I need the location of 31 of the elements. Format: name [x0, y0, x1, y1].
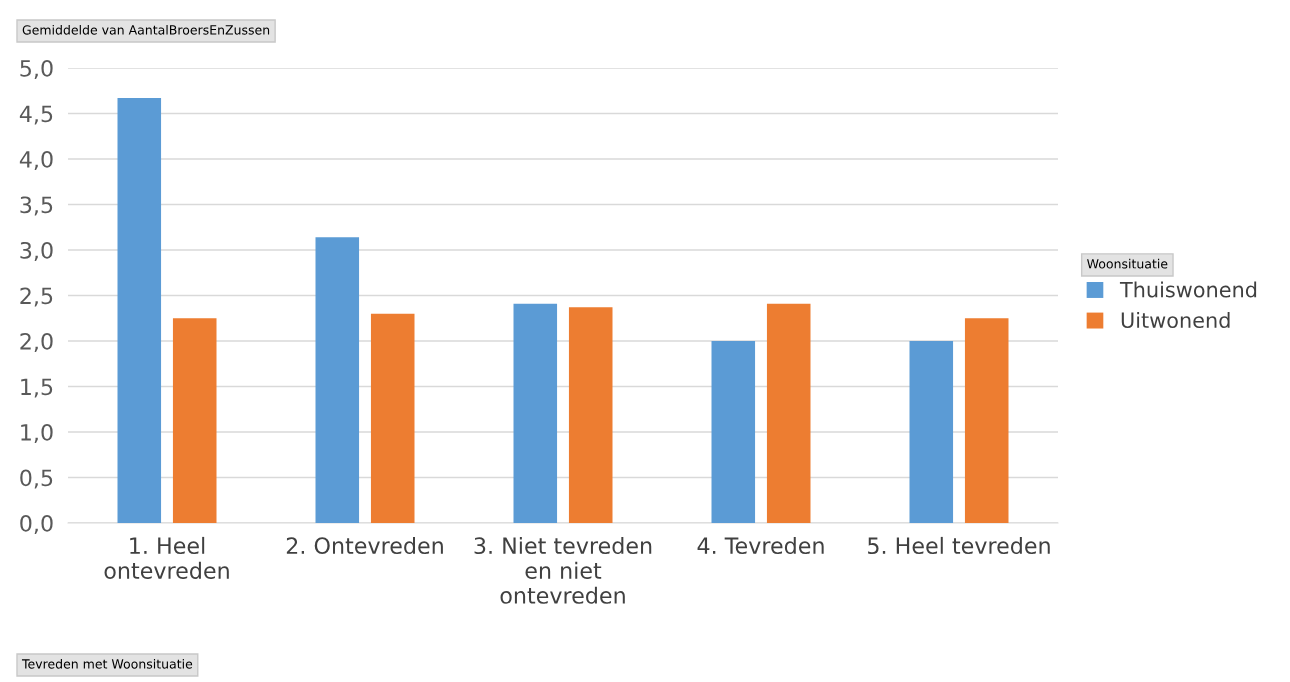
bar: [513, 303, 558, 523]
x-tick-label: 1. Heel ontevreden: [104, 536, 229, 579]
y-tick-label: 3,5: [20, 196, 53, 216]
bar: [964, 318, 1009, 523]
y-axis-title: Gemiddelde van AantalBroersEnZussen: [22, 24, 270, 35]
bar: [117, 98, 162, 523]
legend-label: Thuiswonend: [1119, 281, 1257, 298]
bar: [370, 313, 415, 523]
legend-label: Uitwonend: [1121, 311, 1230, 329]
x-axis-title: Tevreden met Woonsituatie: [21, 658, 193, 669]
y-tick-label: 4,5: [19, 105, 53, 125]
bar: [711, 341, 756, 523]
x-tick-label: 3. Niet tevreden en niet ontevreden: [474, 536, 652, 604]
y-tick-label: 2,5: [20, 287, 53, 307]
y-tick-label: 5,0: [20, 59, 53, 80]
bar: [766, 303, 811, 523]
y-tick-label: 4,0: [19, 150, 53, 171]
bar: [172, 318, 217, 523]
y-tick-label: 3,0: [20, 241, 53, 262]
y-tick-label: 2,0: [20, 332, 53, 353]
y-tick-label: 0,0: [20, 514, 53, 535]
x-tick-label: 4. Tevreden: [697, 536, 824, 555]
legend-title: Woonsituatie: [1087, 258, 1168, 269]
bar: [568, 307, 613, 523]
x-tick-label: 2. Ontevreden: [286, 536, 443, 555]
x-tick-label: 5. Heel tevreden: [868, 536, 1050, 555]
y-tick-label: 1,0: [21, 423, 53, 444]
bar: [315, 237, 360, 523]
bar: [909, 341, 954, 523]
y-tick-label: 0,5: [20, 469, 53, 489]
y-tick-label: 1,5: [21, 378, 53, 398]
